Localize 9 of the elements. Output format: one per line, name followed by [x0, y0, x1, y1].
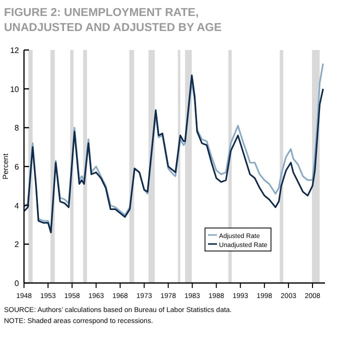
y-tick-label: 10	[10, 84, 20, 94]
y-tick-label: 8	[14, 124, 20, 133]
y-tick-label: 0	[14, 279, 20, 288]
chart-subtitle: UNADJUSTED AND ADJUSTED BY AGE	[4, 22, 222, 34]
chart-title: FIGURE 2: UNEMPLOYMENT RATE,	[4, 7, 199, 19]
y-tick-label: 12	[10, 46, 20, 55]
y-tick-label: 4	[14, 201, 20, 210]
y-tick-label: 2	[14, 240, 20, 250]
y-tick-label: 6	[14, 162, 20, 172]
